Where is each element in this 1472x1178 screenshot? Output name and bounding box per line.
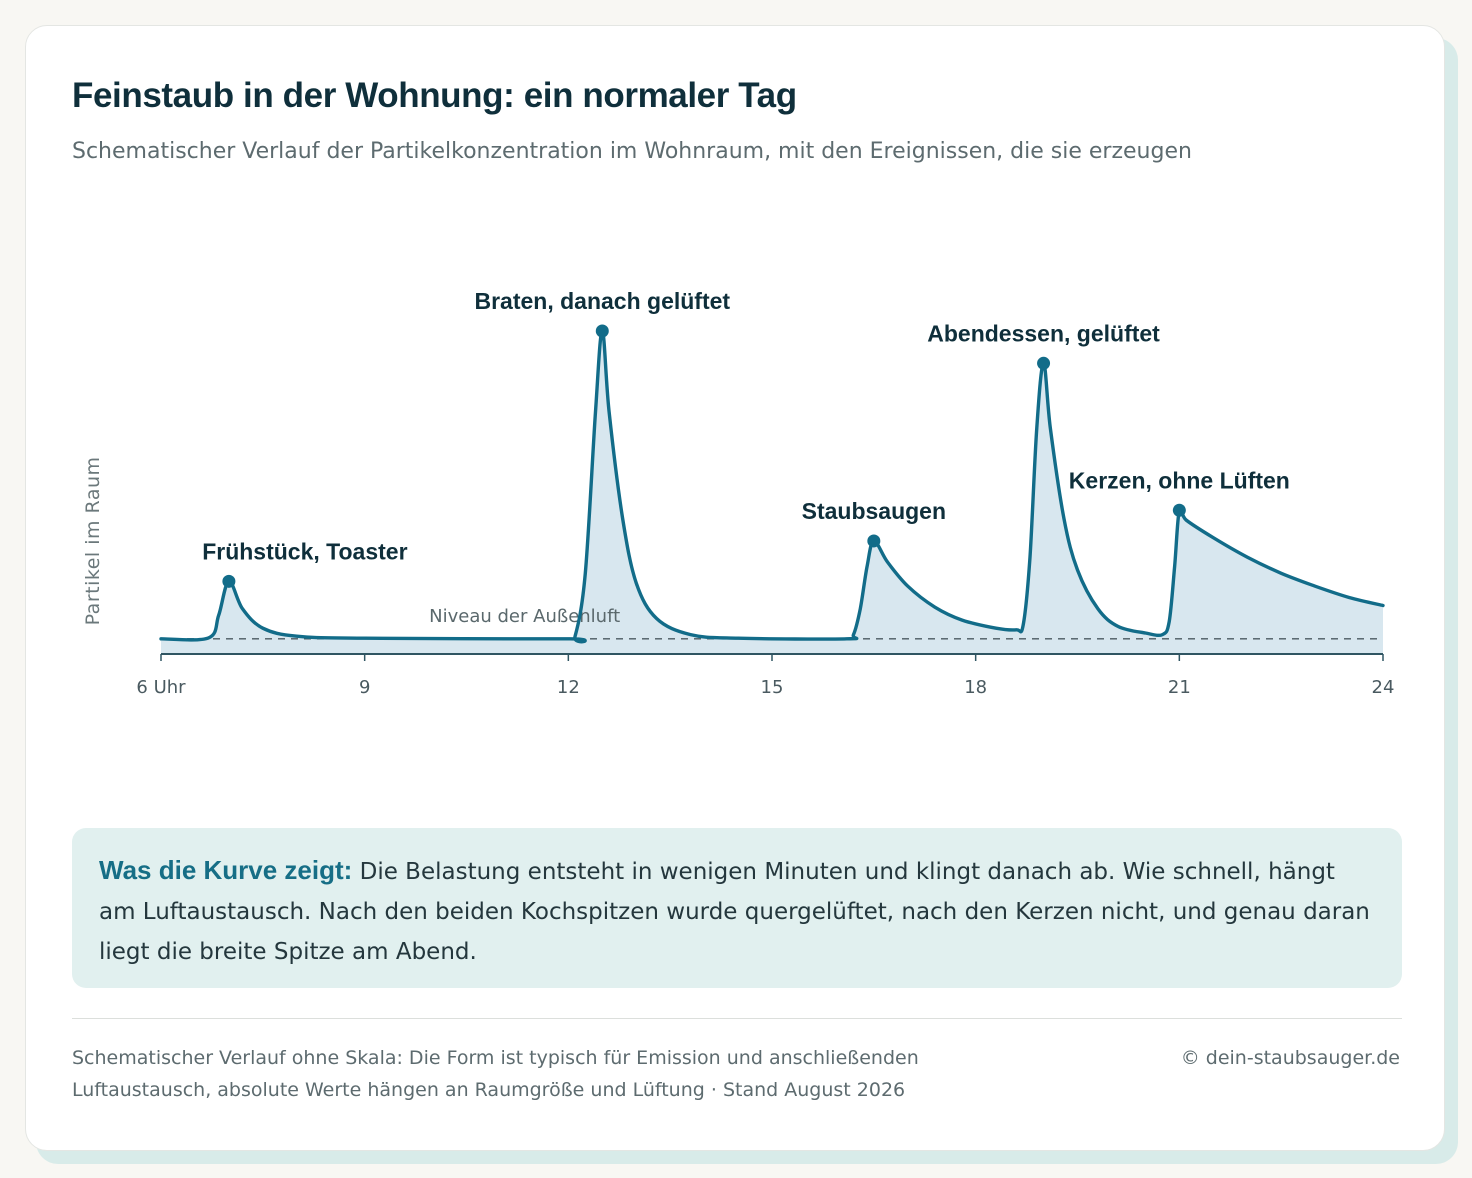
- chart-card: Feinstaub in der Wohnung: ein normaler T…: [25, 25, 1445, 1151]
- footer-divider: [72, 1018, 1402, 1019]
- particle-chart: Niveau der Außenluft 6 Uhr 9 12 15 18 21 24 Part…: [82, 288, 1395, 698]
- peak-label: Braten, danach gelüftet: [474, 288, 730, 314]
- peak-label: Frühstück, Toaster: [202, 538, 407, 564]
- peak-marker: [1172, 503, 1186, 517]
- x-tick-label: 15: [761, 677, 784, 698]
- peak-marker: [222, 574, 236, 588]
- page-title: Feinstaub in der Wohnung: ein normaler T…: [72, 76, 797, 115]
- insight-box: Was die Kurve zeigt: Die Belastung entst…: [72, 828, 1402, 988]
- series-line: [159, 329, 1385, 644]
- x-tick-label: 18: [964, 677, 987, 698]
- copyright-notice: © dein-staubsauger.de: [1180, 1047, 1400, 1069]
- x-tick-label: 9: [359, 677, 370, 698]
- peak-marker: [867, 534, 881, 548]
- insight-lead: Was die Kurve zeigt:: [99, 855, 353, 885]
- peak-marker: [595, 324, 609, 338]
- page-subtitle: Schematischer Verlauf der Partikelkonzen…: [72, 139, 1192, 164]
- peak-label: Abendessen, gelüftet: [927, 320, 1160, 346]
- peak-label: Kerzen, ohne Lüften: [1069, 467, 1290, 493]
- x-tick-label: 21: [1168, 677, 1191, 698]
- source-note: Schematischer Verlauf ohne Skala: Die Fo…: [72, 1047, 919, 1101]
- x-tick-label: 6 Uhr: [136, 677, 186, 698]
- x-tick-label: 12: [557, 677, 580, 698]
- peak-label: Staubsaugen: [802, 498, 946, 524]
- y-axis-label: Partikel im Raum: [82, 456, 104, 625]
- insight-text: Die Belastung entsteht in wenigen Minute…: [99, 859, 1370, 965]
- x-tick-label: 24: [1372, 677, 1395, 698]
- outdoor-level-label: Niveau der Außenluft: [429, 606, 620, 627]
- peak-marker: [1037, 356, 1051, 370]
